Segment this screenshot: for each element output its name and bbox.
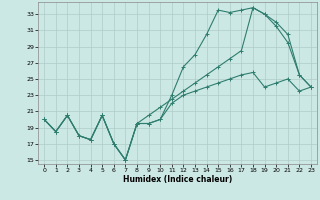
X-axis label: Humidex (Indice chaleur): Humidex (Indice chaleur)	[123, 175, 232, 184]
